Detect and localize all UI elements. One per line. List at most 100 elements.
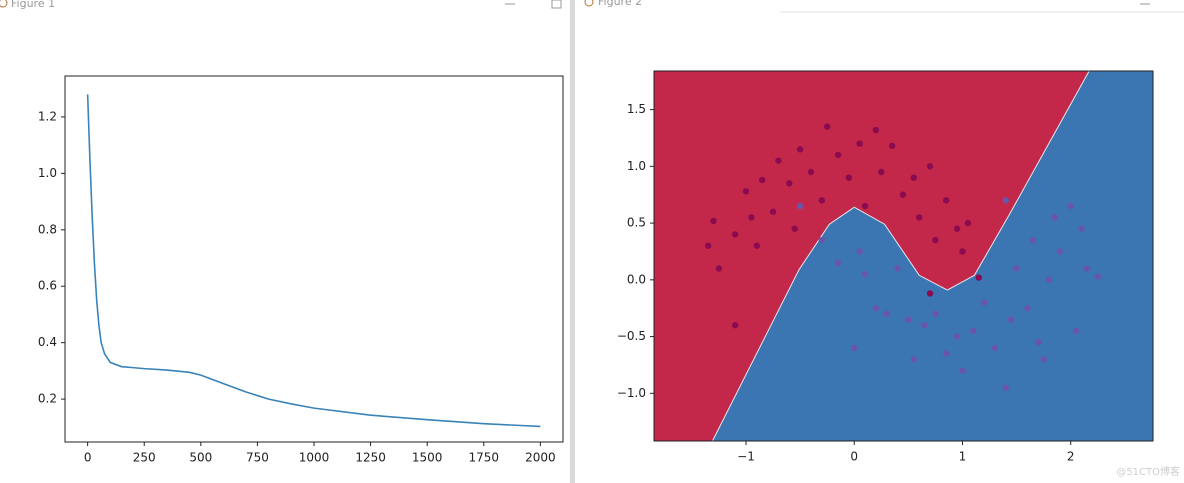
- point: [1072, 327, 1080, 335]
- point: [786, 180, 793, 187]
- maximize-button[interactable]: [551, 0, 562, 9]
- y-tick-label: 1.0: [627, 159, 646, 173]
- x-tick-label: 500: [189, 451, 212, 465]
- y-tick-label: 0.0: [627, 272, 646, 286]
- point: [883, 310, 890, 318]
- point: [932, 236, 939, 244]
- point: [970, 327, 977, 335]
- point: [856, 248, 863, 255]
- point: [959, 248, 966, 255]
- point: [769, 208, 777, 215]
- point: [861, 270, 869, 278]
- point: [845, 174, 853, 181]
- x-tick-label: 1500: [412, 451, 443, 465]
- point: [943, 197, 950, 204]
- point: [915, 214, 923, 221]
- point: [775, 157, 782, 164]
- y-tick-label: 0.4: [38, 335, 57, 349]
- app-icon: [584, 0, 594, 7]
- x-tick-label: 1000: [299, 451, 330, 465]
- point: [926, 163, 934, 170]
- point: [1051, 214, 1058, 221]
- y-tick-label: 1.0: [38, 166, 57, 180]
- window-title: Figure 2: [598, 0, 642, 8]
- x-tick-label: 1250: [355, 451, 386, 465]
- loss-line: [86, 94, 541, 428]
- y-tick-label: 0.8: [38, 222, 57, 236]
- x-tick-label: 1750: [468, 451, 499, 465]
- x-tick-label: 1: [959, 450, 967, 464]
- y-tick-label: 0.5: [627, 216, 646, 230]
- point: [796, 202, 804, 210]
- point: [731, 322, 739, 329]
- point: [1083, 265, 1091, 272]
- point: [710, 217, 717, 225]
- point: [834, 151, 842, 159]
- point: [953, 225, 961, 232]
- point: [1002, 197, 1009, 204]
- point: [861, 202, 869, 210]
- app-icon: [0, 0, 8, 8]
- y-tick-label: −1.0: [617, 386, 646, 400]
- point: [715, 265, 723, 272]
- x-tick-label: −1: [737, 450, 755, 464]
- point: [975, 274, 982, 281]
- point: [748, 214, 755, 221]
- point: [894, 265, 901, 272]
- point: [834, 259, 842, 267]
- point: [1067, 202, 1074, 210]
- point: [905, 316, 912, 323]
- point: [1094, 273, 1101, 280]
- plot-frame: [653, 70, 1154, 442]
- x-tick-label: 2000: [525, 451, 556, 465]
- point: [856, 140, 863, 147]
- point: [1029, 236, 1037, 244]
- point: [991, 344, 999, 352]
- y-tick-label: 1.5: [627, 102, 646, 116]
- point: [959, 367, 966, 374]
- point: [742, 188, 750, 195]
- point: [932, 310, 939, 318]
- x-tick-label: 2: [1067, 450, 1075, 464]
- point: [1035, 339, 1042, 346]
- x-tick-label: 0: [850, 450, 858, 464]
- point: [899, 191, 907, 198]
- point: [910, 174, 917, 181]
- point: [818, 197, 825, 204]
- point: [796, 146, 804, 153]
- y-tick-label: −0.5: [617, 329, 646, 343]
- point: [953, 333, 961, 340]
- y-tick-label: 1.2: [38, 109, 57, 123]
- watermark: @51CTO博客: [1116, 465, 1180, 478]
- point: [818, 236, 825, 244]
- point: [1013, 265, 1020, 272]
- point: [980, 299, 988, 306]
- point: [1078, 225, 1085, 232]
- y-tick-label: 0.2: [38, 392, 57, 406]
- x-tick-label: 750: [246, 451, 269, 465]
- point: [731, 231, 739, 238]
- point: [910, 356, 917, 363]
- plot-area: [65, 76, 563, 442]
- point: [807, 168, 815, 176]
- window-title: Figure 1: [11, 0, 55, 10]
- point: [878, 168, 885, 176]
- point: [791, 225, 798, 232]
- point: [851, 344, 858, 352]
- point: [1045, 276, 1053, 284]
- point: [888, 142, 896, 150]
- window-divider: [570, 0, 575, 483]
- point: [1056, 248, 1064, 255]
- x-tick-label: 0: [84, 451, 92, 465]
- point: [964, 219, 972, 227]
- point: [1008, 316, 1015, 323]
- point: [1040, 356, 1047, 363]
- point: [753, 242, 761, 249]
- point: [926, 290, 934, 297]
- point: [872, 126, 880, 134]
- point: [1002, 384, 1009, 391]
- point: [823, 123, 831, 130]
- point: [872, 305, 880, 312]
- y-tick-label: 0.6: [38, 279, 57, 293]
